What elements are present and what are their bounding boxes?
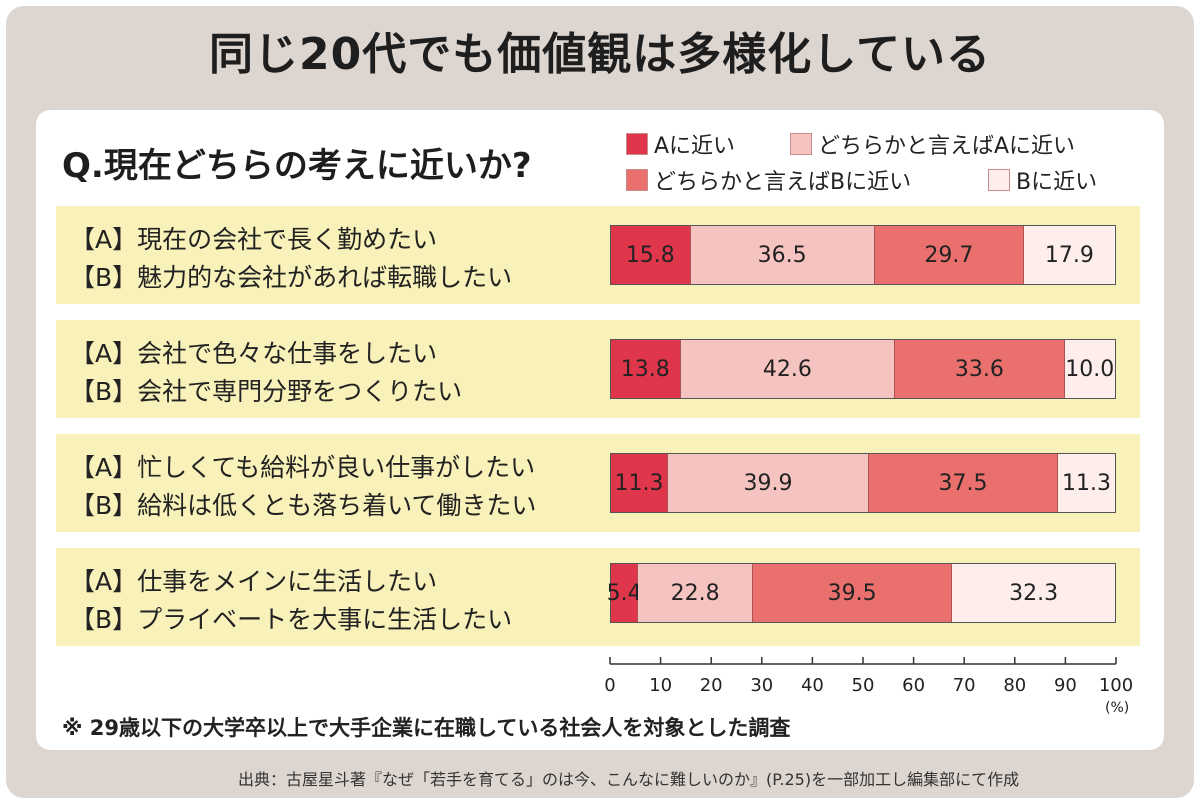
legend-swatch-a-near xyxy=(626,133,648,155)
legend-label: Bに近い xyxy=(1016,170,1098,195)
stacked-bar-1: 15.8 36.5 29.7 17.9 xyxy=(610,225,1116,285)
legend-item-b-near: Bに近い xyxy=(988,164,1097,196)
source-credit: 出典：古屋星斗著『なぜ「若手を育てる」のは今、こんなに難しいのか』(P.25)を… xyxy=(238,770,1020,789)
seg-b-near: 17.9 xyxy=(1024,226,1115,284)
seg-a-near: 15.8 xyxy=(611,226,691,284)
row-4-option-b: 【B】プライベートを大事に生活したい xyxy=(70,605,513,634)
legend-label: Aに近い xyxy=(654,134,736,159)
x-tick-label: 30 xyxy=(750,675,774,696)
legend-item-lean-b: どちらかと言えばBに近い xyxy=(626,164,911,196)
seg-lean-a: 22.8 xyxy=(638,564,754,622)
stacked-bar-2: 13.8 42.6 33.6 10.0 xyxy=(610,339,1116,399)
legend-label: どちらかと言えばBに近い xyxy=(654,170,912,195)
x-tick-label: 70 xyxy=(952,675,976,696)
seg-a-near: 5.4 xyxy=(607,564,642,622)
seg-lean-a: 36.5 xyxy=(690,226,875,284)
x-tick-label: 40 xyxy=(800,675,824,696)
row-3-option-b: 【B】給料は低くとも落ち着いて働きたい xyxy=(70,491,537,520)
x-tick-label: 0 xyxy=(604,675,616,696)
x-tick-label: 50 xyxy=(851,675,875,696)
seg-a-near: 11.3 xyxy=(611,454,668,512)
legend-item-a-near: Aに近い xyxy=(626,128,735,160)
row-4-option-a: 【A】仕事をメインに生活したい xyxy=(70,567,438,596)
legend-label: どちらかと言えばAに近い xyxy=(818,134,1076,159)
x-tick-label: 10 xyxy=(649,675,673,696)
seg-lean-b: 37.5 xyxy=(869,454,1059,512)
seg-lean-b: 39.5 xyxy=(753,564,953,622)
legend-swatch-lean-b xyxy=(626,169,648,191)
x-tick-label: 80 xyxy=(1003,675,1027,696)
seg-lean-b: 33.6 xyxy=(895,340,1065,398)
seg-lean-a: 39.9 xyxy=(667,454,870,512)
seg-lean-b: 29.7 xyxy=(874,226,1025,284)
x-axis-unit: (%) xyxy=(1105,700,1130,716)
legend-swatch-lean-a xyxy=(790,133,812,155)
seg-b-near: 11.3 xyxy=(1058,454,1115,512)
row-1-option-a: 【A】現在の会社で長く勤めたい xyxy=(70,225,438,254)
legend-swatch-b-near xyxy=(988,169,1010,191)
seg-a-near: 13.8 xyxy=(611,340,681,398)
x-tick-label: 20 xyxy=(699,675,723,696)
legend-item-lean-a: どちらかと言えばAに近い xyxy=(790,128,1075,160)
row-2-option-b: 【B】会社で専門分野をつくりたい xyxy=(70,377,463,406)
row-2-option-a: 【A】会社で色々な仕事をしたい xyxy=(70,339,438,368)
row-band-1: 【A】現在の会社で長く勤めたい 【B】魅力的な会社があれば転職したい xyxy=(56,206,1140,304)
stacked-bar-3: 11.3 39.9 37.5 11.3 xyxy=(610,453,1116,513)
page-title: 同じ20代でも価値観は多様化している xyxy=(209,29,991,80)
survey-note: ※ 29歳以下の大学卒以上で大手企業に在職している社会人を対象とした調査 xyxy=(62,716,791,740)
stacked-bar-4: 5.4 22.8 39.5 32.3 xyxy=(607,563,1116,623)
seg-b-near: 32.3 xyxy=(952,564,1115,622)
question-heading: Q.現在どちらの考えに近いか? xyxy=(62,146,532,186)
row-1-option-b: 【B】魅力的な会社があれば転職したい xyxy=(70,263,513,292)
x-tick-label: 90 xyxy=(1053,675,1077,696)
x-tick-label: 60 xyxy=(902,675,926,696)
seg-b-near: 10.0 xyxy=(1064,340,1115,398)
x-tick-label: 100 xyxy=(1098,675,1134,696)
seg-lean-a: 42.6 xyxy=(680,340,896,398)
row-3-option-a: 【A】忙しくても給料が良い仕事がしたい xyxy=(70,453,536,482)
